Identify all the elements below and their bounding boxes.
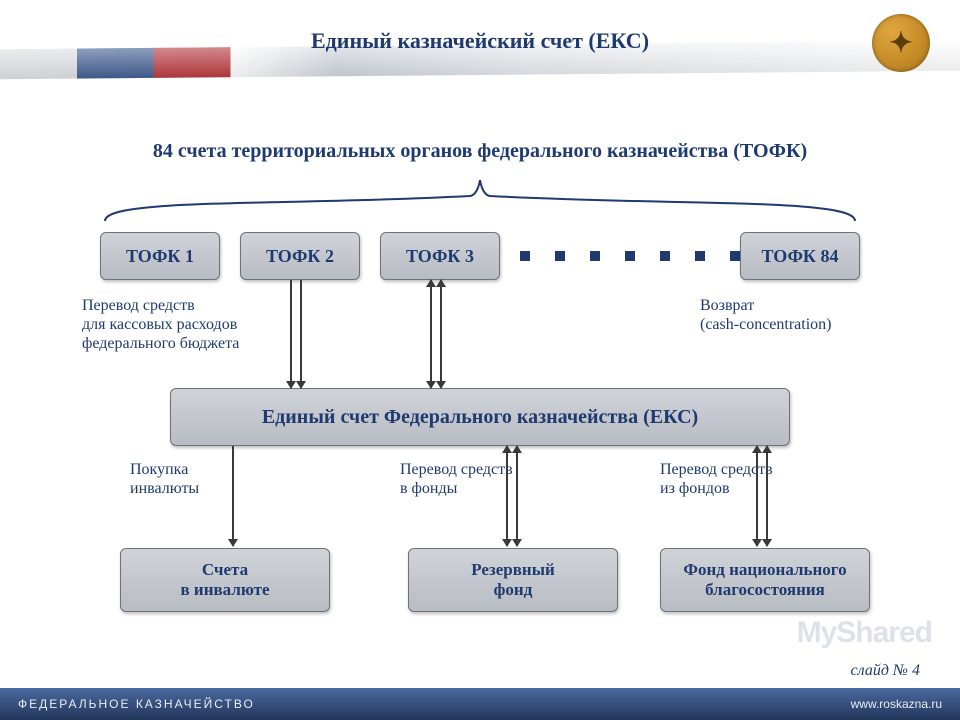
arrow: [756, 446, 758, 546]
tofk-label: ТОФК 3: [406, 246, 474, 267]
slide: ✦ Единый казначейский счет (ЕКС) 84 счет…: [0, 0, 960, 720]
arrow: [232, 446, 234, 546]
arrow: [440, 280, 442, 388]
brace-icon: [100, 178, 860, 226]
bottom-node-reserve: Резервныйфонд: [408, 548, 618, 612]
tofk-node-84: ТОФК 84: [740, 232, 860, 280]
page-subtitle: 84 счета территориальных органов федерал…: [0, 140, 960, 163]
ellipsis-dots: [520, 232, 740, 280]
arrow: [516, 446, 518, 546]
footer-left: ФЕДЕРАЛЬНОЕ КАЗНАЧЕЙСТВО: [18, 697, 255, 711]
arrow: [430, 280, 432, 388]
tofk-label: ТОФК 1: [126, 246, 194, 267]
bottom-node-fx: Счетав инвалюте: [120, 548, 330, 612]
tofk-node-2: ТОФК 2: [240, 232, 360, 280]
label-return: Возврат(cash-concentration): [700, 296, 831, 334]
arrow: [506, 446, 508, 546]
footer-right: www.roskazna.ru: [851, 697, 942, 711]
tofk-node-3: ТОФК 3: [380, 232, 500, 280]
label-transfer-expenses: Перевод средствдля кассовых расходовфеде…: [82, 296, 239, 354]
eks-node: Единый счет Федерального казначейства (Е…: [170, 388, 790, 446]
bottom-label: Фонд национальногоблагосостояния: [683, 560, 846, 599]
arrow: [300, 280, 302, 388]
tofk-label: ТОФК 84: [761, 246, 838, 267]
tofk-node-1: ТОФК 1: [100, 232, 220, 280]
arrow: [766, 446, 768, 546]
eks-label: Единый счет Федерального казначейства (Е…: [262, 406, 698, 429]
bottom-label: Счетав инвалюте: [180, 560, 269, 599]
footer-bar: ФЕДЕРАЛЬНОЕ КАЗНАЧЕЙСТВО www.roskazna.ru: [0, 688, 960, 720]
label-buy-fx: Покупкаинвалюты: [130, 460, 199, 498]
slide-number: слайд № 4: [851, 662, 920, 680]
bottom-label: Резервныйфонд: [471, 560, 555, 599]
bottom-node-fnb: Фонд национальногоблагосостояния: [660, 548, 870, 612]
tofk-label: ТОФК 2: [266, 246, 334, 267]
watermark: MyShared: [797, 616, 932, 650]
page-title: Единый казначейский счет (ЕКС): [0, 28, 960, 54]
label-to-funds: Перевод средствв фонды: [400, 460, 513, 498]
arrow: [290, 280, 292, 388]
